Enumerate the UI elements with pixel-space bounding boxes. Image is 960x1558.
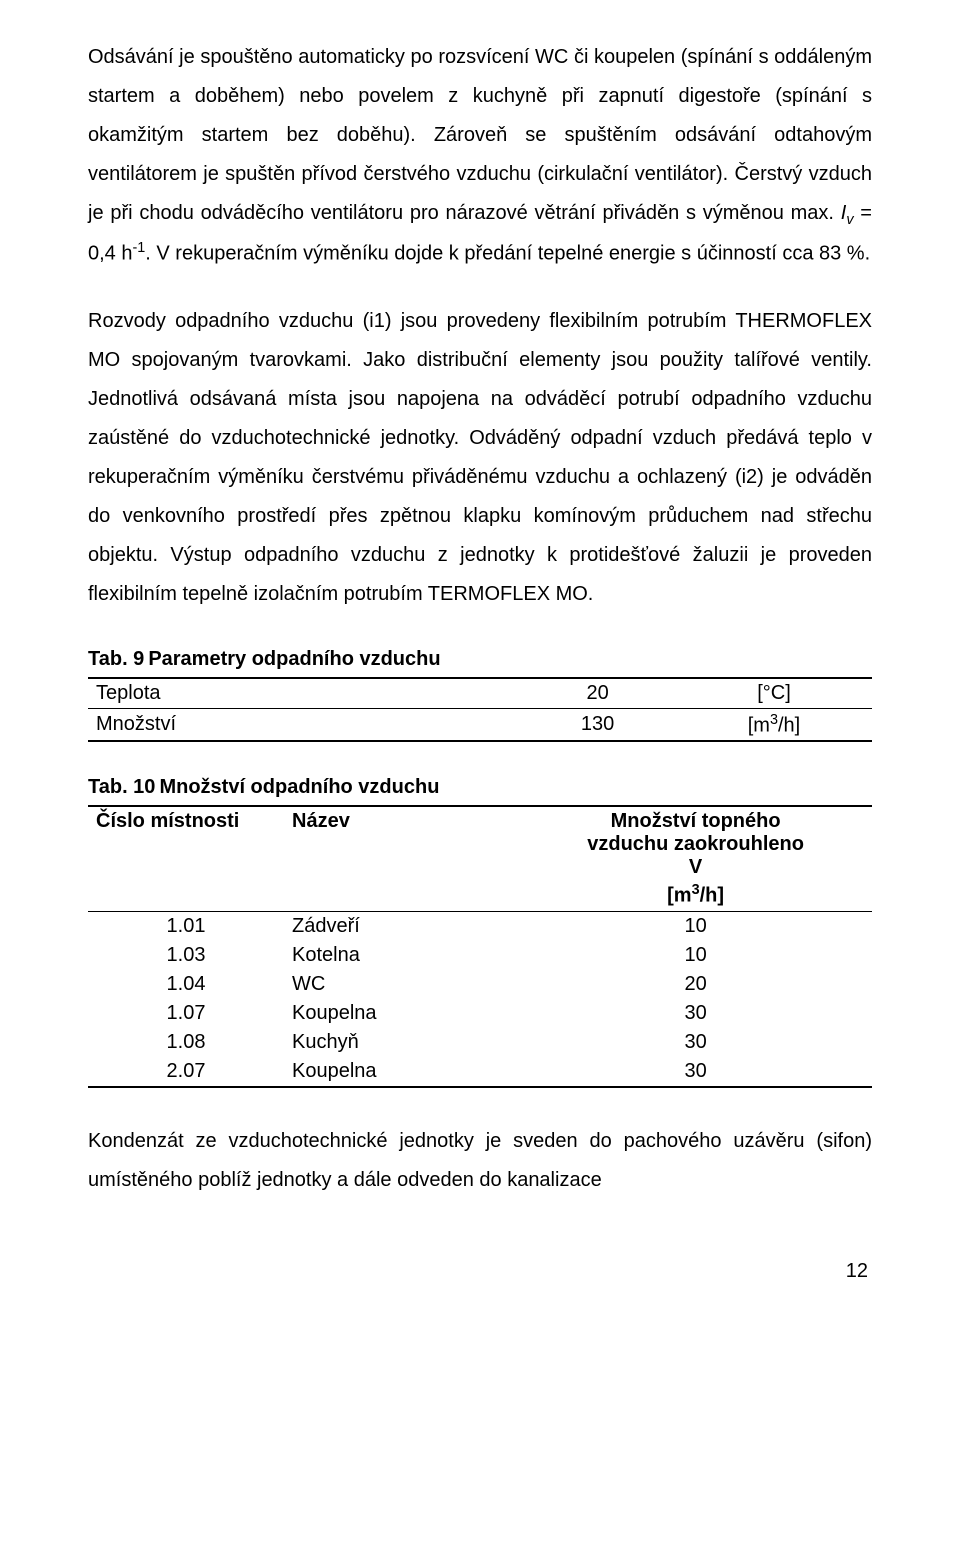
table10-h-col3: Množství topného vzduchu zaokrouhleno V: [519, 806, 872, 882]
t10-r5-name: Koupelna: [284, 1057, 519, 1087]
t10-r1-name: Kotelna: [284, 941, 519, 970]
t10-r5-num: 2.07: [88, 1057, 284, 1087]
t10-r0-val: 10: [519, 912, 872, 942]
page-number: 12: [88, 1260, 872, 1283]
table-row: Teplota 20 [°C]: [88, 678, 872, 709]
t10-r0-name: Zádveří: [284, 912, 519, 942]
table9-r0-unit: [°C]: [676, 678, 872, 709]
t10-r2-num: 1.04: [88, 970, 284, 999]
t10-r1-val: 10: [519, 941, 872, 970]
table-row: 1.08 Kuchyň 30: [88, 1028, 872, 1057]
table9-r1-label: Množství: [88, 708, 519, 741]
t10-r0-num: 1.01: [88, 912, 284, 942]
table9: Teplota 20 [°C] Množství 130 [m3/h]: [88, 677, 872, 743]
table-row: 1.01 Zádveří 10: [88, 912, 872, 942]
table-header-row: Číslo místnosti Název Množství topného v…: [88, 806, 872, 882]
table-row: 1.03 Kotelna 10: [88, 941, 872, 970]
t10-r2-name: WC: [284, 970, 519, 999]
document-page: Odsávání je spouštěno automaticky po roz…: [0, 0, 960, 1331]
t10-r5-val: 30: [519, 1057, 872, 1087]
table9-r1-unit: [m3/h]: [676, 708, 872, 741]
table9-title: Tab. 9Parametry odpadního vzduchu: [88, 648, 872, 671]
table10-h-col3-l1: Množství topného: [611, 810, 781, 832]
t10-r3-name: Koupelna: [284, 999, 519, 1028]
table-row: Množství 130 [m3/h]: [88, 708, 872, 741]
table10-h-col3-l2: vzduchu zaokrouhleno: [587, 833, 804, 855]
table-row: 1.07 Koupelna 30: [88, 999, 872, 1028]
table10-title-prefix: Tab. 10: [88, 776, 155, 799]
table-row: 1.04 WC 20: [88, 970, 872, 999]
paragraph-2: Rozvody odpadního vzduchu (i1) jsou prov…: [88, 302, 872, 614]
table10-h-col1: Číslo místnosti: [88, 806, 284, 911]
t10-r4-val: 30: [519, 1028, 872, 1057]
paragraph-1: Odsávání je spouštěno automaticky po roz…: [88, 38, 872, 274]
table9-title-prefix: Tab. 9: [88, 648, 144, 671]
paragraph-3: Kondenzát ze vzduchotechnické jednotky j…: [88, 1122, 872, 1200]
t10-r3-num: 1.07: [88, 999, 284, 1028]
table10: Číslo místnosti Název Množství topného v…: [88, 805, 872, 1088]
table-row: 2.07 Koupelna 30: [88, 1057, 872, 1087]
t10-r3-val: 30: [519, 999, 872, 1028]
table9-title-text: Parametry odpadního vzduchu: [148, 648, 440, 670]
t10-r1-num: 1.03: [88, 941, 284, 970]
t10-r4-num: 1.08: [88, 1028, 284, 1057]
table10-h-col2: Název: [284, 806, 519, 911]
table10-h-col3-l3: V: [689, 856, 702, 878]
table9-r1-value: 130: [519, 708, 676, 741]
table10-title-text: Množství odpadního vzduchu: [159, 776, 439, 798]
table9-r0-value: 20: [519, 678, 676, 709]
t10-r4-name: Kuchyň: [284, 1028, 519, 1057]
t10-r2-val: 20: [519, 970, 872, 999]
table9-r0-label: Teplota: [88, 678, 519, 709]
table10-title: Tab. 10Množství odpadního vzduchu: [88, 776, 872, 799]
table10-h-unit: [m3/h]: [519, 882, 872, 911]
